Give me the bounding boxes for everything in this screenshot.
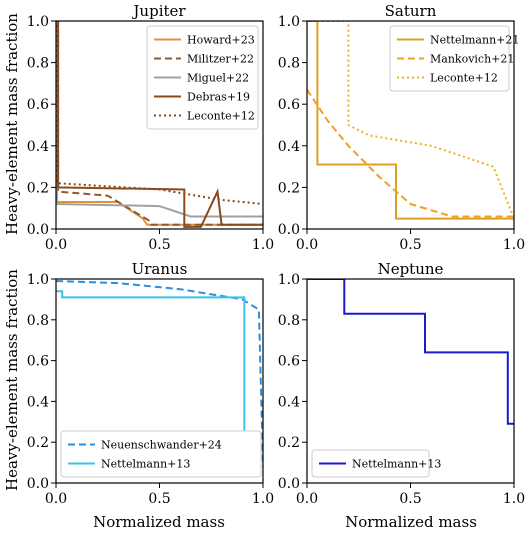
series-line-saturn-1 (307, 89, 514, 218)
x-tick-label-jupiter-0: 0.0 (45, 237, 67, 253)
legend-label-jupiter-0: Howard+23 (187, 34, 255, 47)
y-tick-label-uranus-2: 0.4 (27, 394, 49, 410)
y-tick-label-saturn-2: 0.4 (278, 139, 300, 155)
panel-title-jupiter: Jupiter (131, 2, 186, 20)
y-tick-label-neptune-2: 0.4 (278, 394, 300, 410)
panel-title-saturn: Saturn (385, 2, 437, 20)
y-tick-label-neptune-4: 0.8 (278, 313, 300, 329)
panel-uranus: Uranus 0.0 0.5 1.0 0.0 0.2 0.4 0.6 0.8 1.0 Neuensc… (27, 260, 274, 507)
x-axis-label-right: Normalized mass (345, 513, 477, 531)
legend-neptune: Nettelmann+13 (311, 449, 441, 478)
panel-neptune: Neptune 0.0 0.5 1.0 0.0 0.2 0.4 0.6 0.8 1.0 Nettel… (278, 260, 525, 507)
x-tick-label-saturn-1: 0.5 (399, 237, 421, 253)
y-tick-label-neptune-1: 0.2 (278, 435, 300, 451)
x-tick-label-jupiter-1: 0.5 (148, 237, 170, 253)
x-tick-label-jupiter-2: 1.0 (252, 237, 274, 253)
legend-box-uranus (60, 430, 262, 478)
y-axis-label: Heavy-element mass fraction (3, 13, 21, 235)
series-line-neptune-0 (307, 279, 514, 425)
y-tick-label-neptune-5: 1.0 (278, 272, 300, 288)
legend-label-uranus-0: Neuenschwander+24 (101, 439, 222, 452)
y-tick-label-jupiter-3: 0.6 (27, 97, 49, 113)
x-tick-label-saturn-2: 1.0 (503, 237, 525, 253)
x-tick-label-uranus-0: 0.0 (45, 491, 67, 507)
x-tick-label-saturn-0: 0.0 (296, 237, 318, 253)
y-tick-label-saturn-3: 0.6 (278, 97, 300, 113)
legend-saturn: Nettelmann+21 Mankovich+21 Leconte+12 (389, 25, 519, 92)
series-line-jupiter-4 (56, 21, 263, 205)
y-tick-label-saturn-4: 0.8 (278, 56, 300, 72)
x-axis-label-left: Normalized mass (93, 513, 225, 531)
y-tick-label-saturn-1: 0.2 (278, 180, 300, 196)
y-tick-label-uranus-3: 0.6 (27, 354, 49, 370)
legend-label-saturn-2: Leconte+12 (430, 72, 498, 85)
series-line-jupiter-3 (56, 21, 263, 228)
panel-jupiter: Jupiter 0.0 0.5 1.0 0.0 0.2 0.4 0.6 0.8 1.0 Howard… (27, 2, 274, 253)
legend-box-neptune (311, 449, 430, 478)
x-tick-label-neptune-1: 0.5 (399, 491, 421, 507)
series-line-saturn-0 (307, 21, 514, 220)
panel-title-uranus: Uranus (132, 260, 188, 278)
x-tick-label-neptune-2: 1.0 (503, 491, 525, 507)
series-line-jupiter-1 (56, 21, 263, 226)
legend-label-jupiter-1: Militzer+22 (187, 53, 254, 66)
y-tick-label-jupiter-2: 0.4 (27, 139, 49, 155)
y-tick-label-uranus-0: 0.0 (27, 476, 49, 492)
y-tick-label-jupiter-0: 0.0 (27, 222, 49, 238)
x-tick-label-uranus-2: 1.0 (252, 491, 274, 507)
series-group-jupiter (56, 21, 263, 228)
y-tick-label-uranus-4: 0.8 (27, 313, 49, 329)
legend-box-jupiter (146, 25, 259, 130)
legend-label-saturn-0: Nettelmann+21 (430, 34, 519, 47)
legend-label-jupiter-4: Leconte+12 (187, 110, 255, 123)
y-tick-label-uranus-1: 0.2 (27, 435, 49, 451)
y-tick-label-saturn-5: 1.0 (278, 14, 300, 30)
legend-label-neptune-0: Nettelmann+13 (352, 458, 441, 471)
series-line-uranus-0 (56, 280, 263, 467)
legend-label-saturn-1: Mankovich+21 (430, 53, 514, 66)
x-tick-label-neptune-0: 0.0 (296, 491, 318, 507)
y-tick-label-neptune-0: 0.0 (278, 476, 300, 492)
x-tick-label-uranus-1: 0.5 (148, 491, 170, 507)
panel-saturn: Saturn 0.0 0.5 1.0 0.0 0.2 0.4 0.6 0.8 1.0 Nettelm… (278, 2, 525, 253)
y-tick-label-jupiter-5: 1.0 (27, 14, 49, 30)
y-tick-label-jupiter-1: 0.2 (27, 180, 49, 196)
legend-label-uranus-1: Nettelmann+13 (101, 458, 190, 471)
y-axis-label-lower: Heavy-element mass fraction (3, 269, 21, 491)
y-tick-label-jupiter-4: 0.8 (27, 56, 49, 72)
legend-label-jupiter-3: Debras+19 (187, 91, 250, 104)
y-tick-label-saturn-0: 0.0 (278, 222, 300, 238)
series-line-jupiter-2 (56, 21, 263, 218)
legend-uranus: Neuenschwander+24 Nettelmann+13 (60, 430, 262, 478)
y-tick-label-uranus-5: 1.0 (27, 272, 49, 288)
series-group-saturn (307, 21, 514, 220)
series-group-neptune (307, 279, 514, 425)
legend-box-saturn (389, 25, 510, 92)
y-tick-label-neptune-3: 0.6 (278, 354, 300, 370)
legend-label-jupiter-2: Miguel+22 (187, 72, 249, 85)
panel-title-neptune: Neptune (378, 260, 444, 278)
legend-jupiter: Howard+23 Militzer+22 Miguel+22 Debras+19 Le… (146, 25, 259, 130)
